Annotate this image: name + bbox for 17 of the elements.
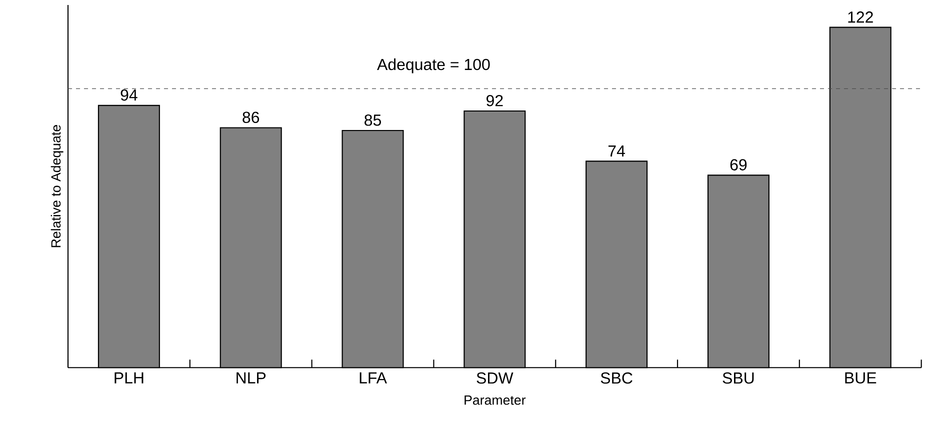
data-label: 92 xyxy=(486,94,503,106)
x-tick-label: BUE xyxy=(845,372,876,384)
data-label: 122 xyxy=(848,11,873,23)
data-label: 74 xyxy=(608,146,625,157)
x-tick-label: SBU xyxy=(722,372,754,384)
ref-line-label: Adequate = 100 xyxy=(377,58,490,74)
x-tick-label: LFA xyxy=(360,372,387,384)
x-tick-label: PLH xyxy=(114,372,144,384)
data-label: 86 xyxy=(242,112,260,124)
x-tick-label: NLP xyxy=(236,372,266,384)
x-tick-label: SDW xyxy=(476,372,514,384)
y-axis-title: Relative to Adequate xyxy=(50,125,64,248)
data-label: 69 xyxy=(730,159,747,170)
data-label: 85 xyxy=(364,114,381,126)
x-axis-title: Parameter xyxy=(464,396,526,405)
x-tick-label: SBC xyxy=(600,372,632,384)
data-label: 94 xyxy=(120,89,138,101)
